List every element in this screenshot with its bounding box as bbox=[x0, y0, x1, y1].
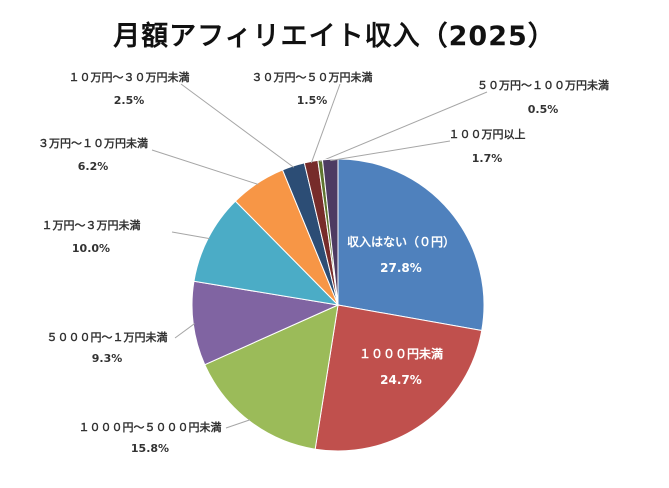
slice-percent-label: 2.5% bbox=[114, 94, 145, 107]
slice-percent-label: 9.3% bbox=[92, 352, 123, 365]
slice-label: １万円～３万円未満 bbox=[42, 218, 141, 232]
slice-percent-label: 24.7% bbox=[380, 373, 422, 387]
slice-label: ３万円～１０万円未満 bbox=[38, 136, 148, 150]
pie-slice bbox=[191, 280, 340, 366]
pie-slice bbox=[204, 304, 339, 450]
leader-line bbox=[310, 83, 341, 164]
slice-label: １００万円以上 bbox=[449, 127, 526, 141]
leader-line bbox=[174, 323, 195, 339]
leader-line bbox=[171, 231, 210, 240]
slice-percent-label: 0.5% bbox=[528, 103, 559, 116]
slice-label: １０００円～５０００円未満 bbox=[79, 420, 222, 434]
slice-label: １０万円～３０万円未満 bbox=[69, 70, 190, 84]
pie-slice bbox=[337, 158, 485, 332]
leader-line bbox=[330, 140, 451, 162]
leader-line bbox=[151, 149, 259, 185]
slice-percent-label: 10.0% bbox=[72, 242, 110, 255]
slice-percent-label: 27.8% bbox=[380, 261, 422, 275]
pie-slice bbox=[314, 304, 483, 452]
chart-title: 月額アフィリエイト収入（2025） bbox=[113, 21, 556, 52]
slice-label: ５０万円～１００万円未満 bbox=[477, 78, 609, 92]
leader-line bbox=[320, 91, 488, 163]
leader-line bbox=[180, 83, 295, 168]
slice-label: 収入はない（０円） bbox=[347, 234, 455, 249]
slice-label: １０００円未満 bbox=[359, 346, 443, 361]
slice-percent-label: 6.2% bbox=[78, 160, 109, 173]
slice-percent-label: 1.7% bbox=[472, 152, 503, 165]
slice-label: ３０万円～５０万円未満 bbox=[252, 70, 373, 84]
leader-line bbox=[225, 419, 251, 429]
slice-label: ５０００円～１万円未満 bbox=[47, 330, 168, 344]
slice-percent-label: 15.8% bbox=[131, 442, 169, 455]
slice-percent-label: 1.5% bbox=[297, 94, 328, 107]
